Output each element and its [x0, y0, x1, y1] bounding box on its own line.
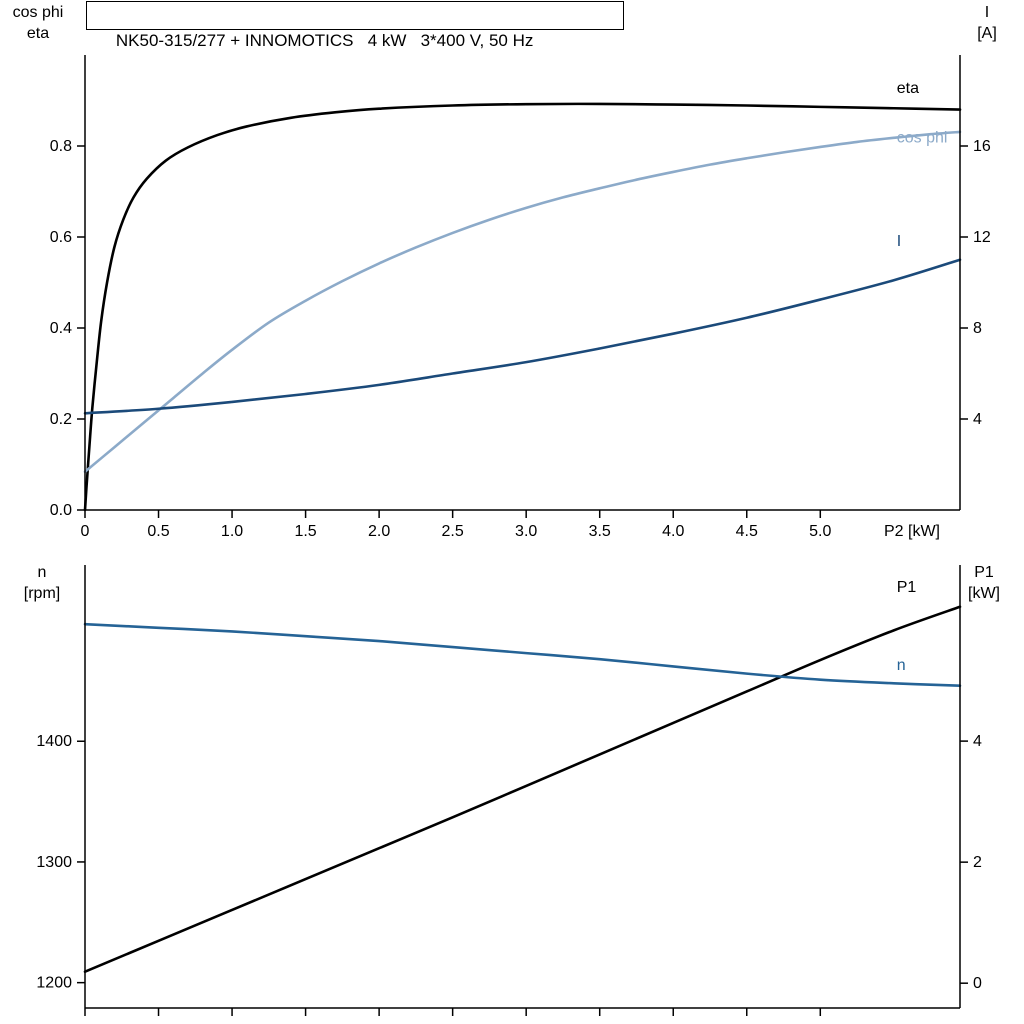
axis-unit-speed: n	[37, 564, 47, 581]
y-left-tick-label: 0.2	[50, 411, 72, 428]
cos-phi-curve-label: cos phi	[897, 129, 948, 146]
axis-unit-ampere: [A]	[977, 25, 997, 42]
y-left-tick-label: 0.6	[50, 229, 72, 246]
bottom-chart-left-axis-unit: n [rpm]	[2, 562, 82, 604]
x-tick-label: 5.0	[809, 523, 831, 540]
bottom-chart-right-axis-unit: P1 [kW]	[950, 562, 1018, 604]
y-right-tick-label: 2	[973, 854, 982, 871]
eta-curve-label: eta	[897, 80, 919, 97]
x-axis-label: P2 [kW]	[884, 523, 940, 540]
x-tick-label: 3.0	[515, 523, 537, 540]
y-left-tick-label: 1200	[36, 975, 72, 992]
x-tick-label: 2.5	[442, 523, 464, 540]
x-tick-label: 4.0	[662, 523, 684, 540]
top-chart-left-axis-unit: cos phi eta	[2, 2, 74, 44]
top-chart-right-axis-unit: I [A]	[956, 2, 1018, 44]
x-tick-label: 2.0	[368, 523, 390, 540]
x-tick-label: 0	[81, 523, 90, 540]
y-right-tick-label: 8	[973, 320, 982, 337]
cos-phi-curve	[83, 130, 962, 474]
x-tick-label: 1.5	[294, 523, 316, 540]
y-left-tick-label: 0.8	[50, 138, 72, 155]
y-left-tick-label: 0.4	[50, 320, 72, 337]
y-right-tick-label: 16	[973, 138, 991, 155]
chart-title-box: NK50-315/277 + INNOMOTICS 4 kW 3*400 V, …	[86, 1, 624, 50]
axis-unit-rpm: [rpm]	[23, 585, 61, 602]
x-tick-label: 3.5	[589, 523, 611, 540]
I-curve	[83, 258, 962, 415]
y-left-tick-label: 1400	[36, 733, 72, 750]
n-curve	[83, 622, 962, 688]
y-right-tick-label: 4	[973, 733, 982, 750]
P1-curve-label: P1	[897, 579, 917, 596]
axis-unit-cosphi: cos phi	[12, 4, 64, 21]
I-curve-label: I	[897, 233, 901, 250]
axis-unit-current: I	[984, 4, 990, 21]
y-right-tick-label: 4	[973, 411, 982, 428]
x-tick-label: 4.5	[736, 523, 758, 540]
axis-unit-kw: [kW]	[968, 585, 1000, 602]
y-left-tick-label: 1300	[36, 854, 72, 871]
y-right-tick-label: 0	[973, 975, 982, 992]
x-tick-label: 0.5	[147, 523, 169, 540]
eta-curve	[83, 102, 962, 512]
axis-unit-eta: eta	[26, 25, 50, 42]
x-tick-label: 1.0	[221, 523, 243, 540]
y-right-tick-label: 12	[973, 229, 991, 246]
P1-curve	[83, 605, 962, 973]
chart-title: NK50-315/277 + INNOMOTICS 4 kW 3*400 V, …	[115, 31, 534, 50]
axis-unit-p1: P1	[974, 564, 994, 581]
n-curve-label: n	[897, 657, 906, 674]
y-left-tick-label: 0.0	[50, 502, 72, 519]
